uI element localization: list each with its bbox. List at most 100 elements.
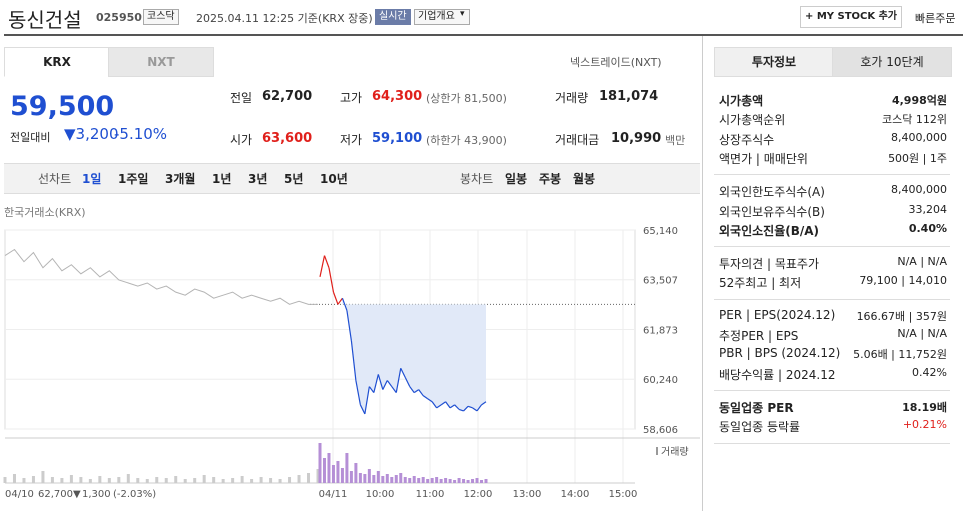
realtime-badge[interactable]: 실시간 [375,9,411,25]
volume-bar [358,473,362,483]
footer-down-icon: ▼ [73,489,81,500]
period-bar [4,163,700,194]
volume-bar [297,475,301,483]
stat-value: 63,600 [262,131,313,146]
period-button: 1일 [82,172,102,186]
stat-value: 59,100 [372,131,423,146]
today-line [472,407,478,412]
info-label: PER | EPS(2024.12) [719,307,836,322]
volume-bar [444,478,448,483]
volume-bar [250,479,254,483]
info-value: +0.21% [902,418,947,432]
info-value: 0.40% [908,221,947,235]
volume-bar [107,478,111,483]
volume-bar [202,475,206,483]
mystock-button[interactable]: + MY STOCK 추가 [800,6,902,28]
info-label: PBR | BPS (2024.12) [719,346,841,361]
stock-name: 동신건설 [8,8,82,32]
volume-bar [435,477,439,483]
info-label: 투자의견 | 목표주가 [719,257,819,272]
today-line [323,255,330,268]
section-rule [714,298,950,300]
overview-button[interactable]: 기업개요 [414,9,470,25]
today-line [445,401,451,409]
today-line [463,405,469,412]
volume-bar [69,475,73,483]
info-label: 외국인한도주식수(A) [719,185,825,200]
today-line [377,374,384,390]
line-chart-label: 선차트 [38,172,72,186]
volume-bar [408,478,412,483]
volume-bar [193,478,197,483]
volume-bar [457,478,461,483]
volume-bar [448,479,452,483]
y-tick-label: 58,606 [643,425,678,436]
section-rule [714,389,950,391]
volume-bar [3,477,7,483]
info-label: 외국인소진율(B/A) [719,223,820,238]
tab-nxt[interactable]: NXT [108,47,214,77]
today-line [341,298,348,311]
volume-bar [421,477,425,483]
volume-bar [278,479,282,483]
current-price: 59,500 [10,91,115,122]
candle-button: 월봉 [573,172,596,186]
info-value: 코스닥 112위 [882,113,947,127]
candle-button: 일봉 [505,172,528,186]
header-rule [4,34,963,36]
info-value: 0.42% [912,365,947,379]
today-line [409,386,415,393]
info-label: 배당수익률 | 2024.12 [719,367,836,382]
volume-bar [212,477,216,483]
quick-order[interactable]: 빠른주문 [915,12,956,25]
volume-bar [466,480,470,483]
dropdown-icon: ▾ [460,9,465,19]
tab-krx[interactable]: KRX [4,47,110,77]
stat-label: 거래대금 [555,133,600,147]
info-value: 166.67배 | 357원 [856,309,947,323]
today-line [319,255,326,278]
info-label: 추정PER | EPS [719,329,799,343]
volume-bar [318,443,322,483]
volume-bar [22,478,26,483]
tab-invest[interactable]: 투자정보 [714,47,834,77]
info-value: 8,400,000 [891,183,947,197]
volume-bar [354,463,358,483]
info-label: 52주최고 | 최저 [719,276,802,291]
y-tick-label: 63,507 [643,276,678,287]
volume-bar [155,477,159,483]
tab-orderbook[interactable]: 호가 10단계 [832,47,952,77]
volume-bar [79,477,83,483]
y-tick-label: 61,873 [643,326,678,337]
today-line [454,404,460,410]
info-value: 500원 | 1주 [888,151,947,165]
today-line [359,404,366,415]
stat-label: 거래량 [555,91,589,105]
volume-bar [372,475,376,483]
today-line [355,380,361,405]
today-line [391,386,397,393]
volume-bar [394,475,398,483]
change-pct: -5.10% [114,125,168,143]
volume-bar [331,465,335,483]
stat-label: 시가 [230,133,253,147]
period-button: 3개월 [165,172,196,186]
volume-bar [390,477,394,483]
info-value: 8,400,000 [891,130,947,144]
today-line [386,380,393,387]
stat-label: 전일 [230,91,253,105]
divider [702,36,703,511]
volume-bar [322,458,326,483]
info-label: 동일업종 PER [719,400,794,415]
below-area [342,298,486,414]
footer-change: 1,300 [82,489,111,500]
info-label: 액면가 | 매매단위 [719,151,808,166]
volume-bar [316,469,320,483]
stat-note: (하한가 43,900) [426,134,507,147]
volume-bar [164,478,168,483]
mystock-label: MY STOCK 추가 [816,11,898,22]
today-line [427,398,433,403]
nxt-link[interactable]: 넥스트레이드(NXT) [570,56,662,69]
plus-icon: + [804,11,817,22]
period-button: 5년 [284,172,304,186]
